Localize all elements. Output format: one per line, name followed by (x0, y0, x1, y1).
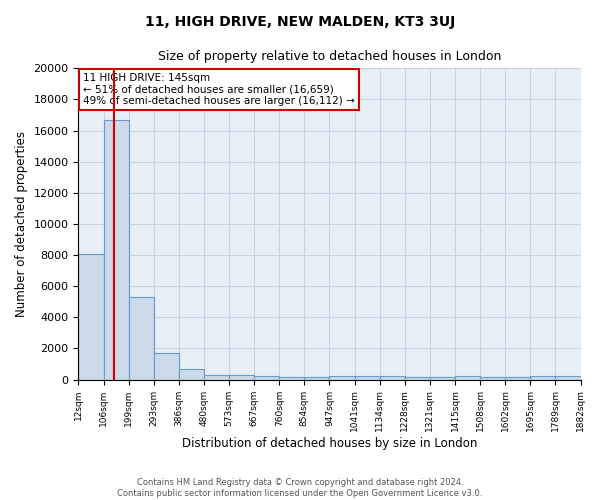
Title: Size of property relative to detached houses in London: Size of property relative to detached ho… (158, 50, 501, 63)
Bar (128, 297, 154, 380)
Bar (556, 376, 581, 380)
Bar (455, 376, 480, 380)
Bar (430, 378, 455, 380)
Bar (304, 378, 329, 380)
X-axis label: Distribution of detached houses by size in London: Distribution of detached houses by size … (182, 437, 477, 450)
Y-axis label: Number of detached properties: Number of detached properties (15, 131, 28, 317)
Text: 11 HIGH DRIVE: 145sqm
← 51% of detached houses are smaller (16,659)
49% of semi-: 11 HIGH DRIVE: 145sqm ← 51% of detached … (83, 73, 355, 106)
Bar (179, 368, 204, 380)
Bar (405, 378, 430, 380)
Bar (505, 378, 530, 380)
Text: 11, HIGH DRIVE, NEW MALDEN, KT3 3UJ: 11, HIGH DRIVE, NEW MALDEN, KT3 3UJ (145, 15, 455, 29)
Bar (104, 120, 128, 380)
Bar (254, 376, 279, 380)
Bar (204, 375, 229, 380)
Bar (355, 376, 380, 380)
Bar (329, 376, 355, 380)
Bar (79, 254, 104, 380)
Bar (380, 376, 405, 380)
Bar (480, 378, 505, 380)
Text: Contains HM Land Registry data © Crown copyright and database right 2024.
Contai: Contains HM Land Registry data © Crown c… (118, 478, 482, 498)
Bar (530, 376, 556, 380)
Bar (229, 375, 254, 380)
Bar (279, 378, 304, 380)
Bar (154, 353, 179, 380)
